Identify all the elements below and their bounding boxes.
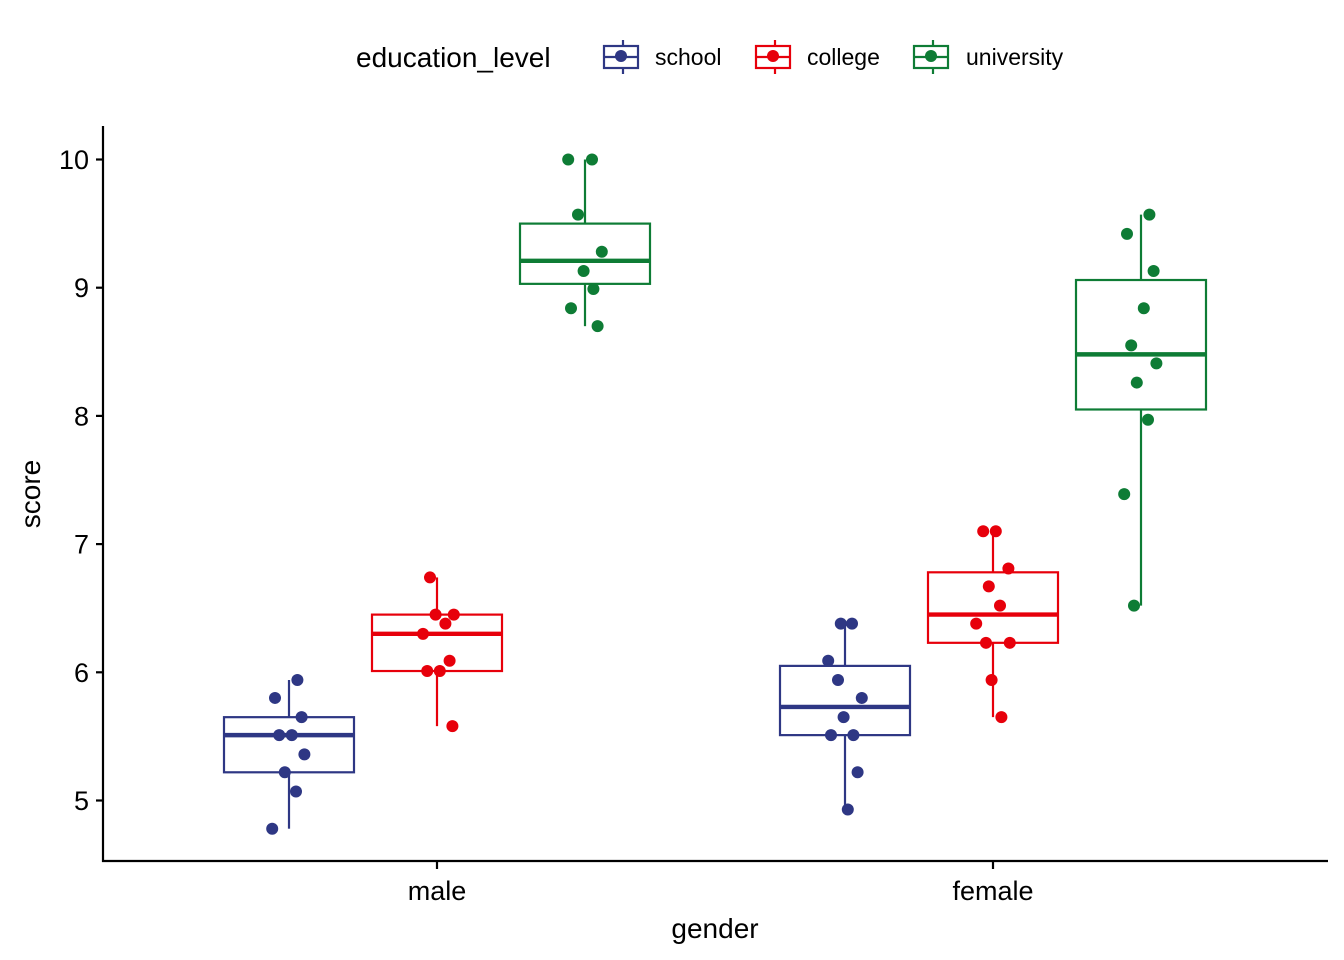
y-tick-label: 5 bbox=[74, 786, 89, 816]
data-point-college bbox=[994, 599, 1006, 612]
y-tick-label: 9 bbox=[74, 273, 89, 303]
y-tick-label: 10 bbox=[59, 145, 89, 175]
data-point-college bbox=[1003, 636, 1016, 649]
data-point-school bbox=[851, 766, 864, 779]
x-tick-label: male bbox=[408, 876, 467, 906]
data-point-university bbox=[1130, 376, 1143, 389]
data-point-university bbox=[565, 302, 577, 315]
data-point-university bbox=[1142, 413, 1154, 426]
legend-key-point bbox=[767, 50, 779, 62]
y-tick-label: 6 bbox=[74, 658, 89, 688]
box-iqr bbox=[778, 664, 912, 737]
legend-label-school: school bbox=[655, 44, 721, 70]
box-iqr bbox=[1074, 278, 1208, 411]
data-point-university bbox=[1143, 208, 1156, 221]
data-point-university bbox=[591, 320, 604, 333]
data-point-university bbox=[1121, 227, 1133, 240]
data-point-university bbox=[577, 265, 590, 278]
data-point-college bbox=[443, 654, 456, 667]
legend-key-university bbox=[912, 40, 950, 74]
x-tick-label: female bbox=[952, 876, 1033, 906]
data-point-school bbox=[822, 654, 835, 667]
box-college-male bbox=[370, 577, 504, 727]
data-point-university bbox=[1128, 599, 1140, 612]
data-point-college bbox=[977, 525, 990, 538]
box-iqr bbox=[222, 716, 356, 774]
data-point-school bbox=[291, 673, 304, 686]
y-tick-label: 8 bbox=[74, 401, 89, 431]
data-point-university bbox=[1137, 302, 1150, 315]
data-point-school bbox=[837, 711, 850, 724]
data-point-school bbox=[290, 785, 302, 798]
data-point-college bbox=[447, 608, 460, 621]
y-axis: 5 6 7 8 9 10 score bbox=[15, 126, 105, 862]
legend-label-college: college bbox=[807, 44, 880, 70]
box-school-female bbox=[778, 623, 912, 810]
y-ticks: 5 6 7 8 9 10 bbox=[59, 145, 103, 816]
data-point-school bbox=[832, 673, 844, 686]
box-university-male bbox=[518, 159, 652, 327]
box-university-female bbox=[1074, 214, 1208, 606]
x-ticks: male female bbox=[408, 861, 1034, 906]
box-school-male bbox=[222, 679, 356, 829]
data-point-school bbox=[278, 766, 291, 779]
data-point-school bbox=[846, 617, 858, 630]
data-point-school bbox=[847, 729, 860, 742]
data-point-school bbox=[298, 748, 311, 761]
legend-key-point bbox=[925, 50, 937, 62]
data-point-college bbox=[1002, 562, 1015, 575]
data-point-college bbox=[429, 608, 442, 621]
y-tick-label: 7 bbox=[74, 530, 89, 560]
data-point-school bbox=[841, 803, 854, 816]
plot-area bbox=[222, 153, 1208, 835]
data-point-university bbox=[1147, 265, 1160, 278]
data-point-university bbox=[595, 245, 608, 258]
boxes-layer bbox=[222, 159, 1208, 829]
data-point-college bbox=[995, 711, 1008, 724]
data-point-school bbox=[825, 729, 837, 742]
data-point-university bbox=[587, 282, 600, 295]
data-point-university bbox=[1150, 357, 1163, 370]
data-point-school bbox=[855, 691, 868, 704]
data-point-college bbox=[446, 720, 459, 733]
data-point-college bbox=[989, 525, 1002, 538]
data-point-college bbox=[424, 571, 436, 584]
data-point-university bbox=[572, 208, 584, 221]
data-point-university bbox=[586, 153, 598, 166]
data-point-college bbox=[970, 617, 983, 630]
data-point-school bbox=[266, 822, 279, 835]
data-point-university bbox=[562, 153, 575, 166]
box-iqr bbox=[370, 613, 504, 673]
data-point-college bbox=[433, 665, 446, 678]
data-point-college bbox=[982, 580, 995, 593]
data-point-school bbox=[273, 729, 286, 742]
x-axis-title: gender bbox=[671, 913, 758, 944]
data-point-university bbox=[1118, 488, 1131, 501]
legend-label-university: university bbox=[966, 44, 1064, 70]
legend-key-college bbox=[754, 40, 792, 74]
data-point-college bbox=[421, 665, 434, 678]
data-point-school bbox=[834, 617, 847, 630]
data-point-school bbox=[285, 729, 298, 742]
x-axis: male female gender bbox=[102, 859, 1328, 944]
legend-title: education_level bbox=[356, 42, 551, 73]
data-point-college bbox=[417, 627, 429, 640]
data-point-college bbox=[439, 617, 452, 630]
data-point-school bbox=[295, 711, 308, 724]
data-point-college bbox=[980, 636, 992, 649]
y-axis-title: score bbox=[15, 460, 46, 528]
data-point-university bbox=[1125, 339, 1138, 352]
data-point-college bbox=[985, 673, 998, 686]
legend-key-school bbox=[602, 40, 640, 74]
legend: education_level school college university bbox=[356, 40, 1064, 74]
box-college-female bbox=[926, 531, 1060, 718]
legend-key-point bbox=[615, 50, 627, 62]
data-point-school bbox=[269, 691, 281, 704]
legend-items: school college university bbox=[602, 40, 1064, 74]
points-layer bbox=[266, 153, 1163, 835]
